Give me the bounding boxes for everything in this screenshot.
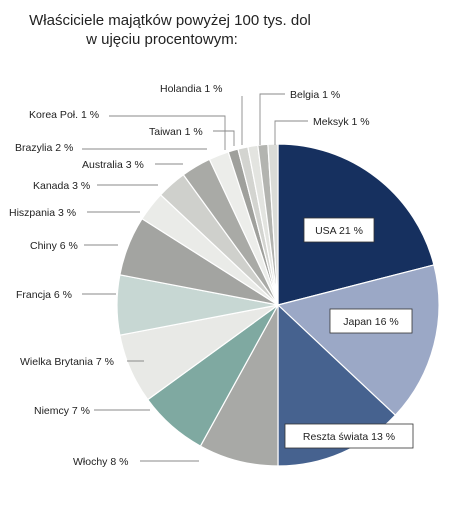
- slice-label-box: [284, 423, 414, 449]
- leader-line: [109, 115, 226, 150]
- pie-slice-meksyk: [267, 143, 279, 306]
- pie-slice-japan: [276, 264, 440, 417]
- slice-label: Wielka Brytania 7 %: [20, 356, 114, 368]
- leader-line: [259, 93, 285, 145]
- slice-label: Reszta świata 13 %: [303, 431, 395, 443]
- slice-label-box: [303, 217, 375, 243]
- slice-label: Chiny 6 %: [30, 240, 78, 252]
- slice-label: Francja 6 %: [16, 289, 72, 301]
- leader-line: [274, 120, 308, 145]
- slice-label: Korea Poł. 1 %: [29, 109, 99, 121]
- slice-label: Niemcy 7 %: [34, 405, 90, 417]
- slice-label: Belgia 1 %: [290, 89, 340, 101]
- chart-title-line-2: w ujęciu procentowym:: [86, 31, 238, 48]
- leader-line: [213, 130, 235, 146]
- slice-label-box: [329, 308, 413, 334]
- slice-label: Japan 16 %: [343, 316, 398, 328]
- slice-label: Australia 3 %: [82, 159, 144, 171]
- slice-label: Hiszpania 3 %: [9, 207, 76, 219]
- slice-label: Włochy 8 %: [73, 456, 128, 468]
- slice-label: USA 21 %: [315, 225, 363, 237]
- slice-label: Kanada 3 %: [33, 180, 90, 192]
- slice-label: Brazylia 2 %: [15, 142, 73, 154]
- slice-label: Meksyk 1 %: [313, 116, 370, 128]
- chart-title-line-1: Właściciele majątków powyżej 100 tys. do…: [29, 12, 311, 29]
- slice-label: Holandia 1 %: [160, 83, 222, 95]
- slice-label: Taiwan 1 %: [149, 126, 203, 138]
